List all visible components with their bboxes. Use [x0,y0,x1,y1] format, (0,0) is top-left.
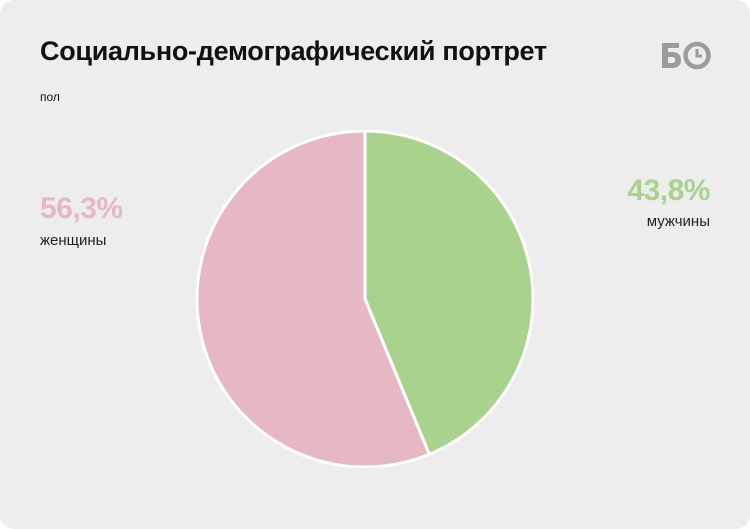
men-category-label: мужчины [646,213,710,230]
pie-chart [195,130,535,468]
pie-slice-women [195,130,431,468]
pie-slice-men [363,130,535,456]
women-percentage-label: 56,3% [40,192,123,225]
chart-title: Социально-демографический портрет [40,36,547,66]
chart-subtitle: пол [40,90,60,104]
men-percentage-label: 43,8% [627,174,710,207]
women-category-label: женщины [40,232,107,249]
bo-logo-icon [662,41,711,70]
